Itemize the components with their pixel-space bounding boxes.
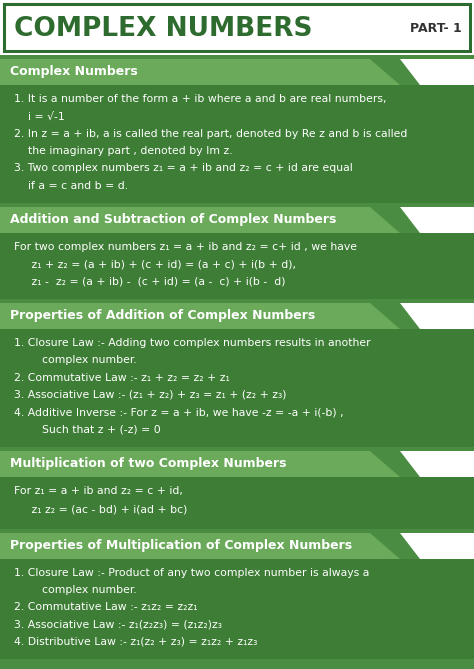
Bar xyxy=(0,303,474,329)
Text: Properties of Addition of Complex Numbers: Properties of Addition of Complex Number… xyxy=(10,310,315,322)
Text: Multiplication of two Complex Numbers: Multiplication of two Complex Numbers xyxy=(10,458,286,470)
Text: complex number.: complex number. xyxy=(14,355,137,365)
Bar xyxy=(0,203,474,207)
Bar xyxy=(0,529,474,533)
Text: Addition and Subtraction of Complex Numbers: Addition and Subtraction of Complex Numb… xyxy=(10,213,337,227)
Text: 2. In z = a + ib, a is called the real part, denoted by Re z and b is called: 2. In z = a + ib, a is called the real p… xyxy=(14,128,407,138)
Polygon shape xyxy=(370,207,474,233)
Text: z₁ -  z₂ = (a + ib) -  (c + id) = (a -  c) + i(b -  d): z₁ - z₂ = (a + ib) - (c + id) = (a - c) … xyxy=(14,277,285,287)
Text: 4. Distributive Law :- z₁(z₂ + z₃) = z₁z₂ + z₁z₃: 4. Distributive Law :- z₁(z₂ + z₃) = z₁z… xyxy=(14,637,257,647)
Bar xyxy=(0,329,474,447)
Bar xyxy=(0,85,474,203)
Text: 3. Associative Law :- z₁(z₂z₃) = (z₁z₂)z₃: 3. Associative Law :- z₁(z₂z₃) = (z₁z₂)z… xyxy=(14,619,222,630)
Polygon shape xyxy=(400,59,474,85)
Bar xyxy=(0,55,474,59)
Text: 3. Two complex numbers z₁ = a + ib and z₂ = c + id are equal: 3. Two complex numbers z₁ = a + ib and z… xyxy=(14,163,353,173)
Bar xyxy=(0,533,474,559)
Text: For two complex numbers z₁ = a + ib and z₂ = c+ id , we have: For two complex numbers z₁ = a + ib and … xyxy=(14,242,357,252)
Text: Such that z + (-z) = 0: Such that z + (-z) = 0 xyxy=(14,425,161,435)
Text: z₁ z₂ = (ac - bd) + i(ad + bc): z₁ z₂ = (ac - bd) + i(ad + bc) xyxy=(14,504,187,514)
Polygon shape xyxy=(400,207,474,233)
Bar xyxy=(0,207,474,233)
Text: if a = c and b = d.: if a = c and b = d. xyxy=(14,181,128,191)
Bar xyxy=(0,0,474,55)
Text: 1. Closure Law :- Adding two complex numbers results in another: 1. Closure Law :- Adding two complex num… xyxy=(14,338,371,348)
Text: For z₁ = a + ib and z₂ = c + id,: For z₁ = a + ib and z₂ = c + id, xyxy=(14,486,183,496)
Bar xyxy=(0,659,474,669)
Text: complex number.: complex number. xyxy=(14,585,137,595)
Bar xyxy=(0,447,474,451)
Bar xyxy=(4,4,470,51)
Polygon shape xyxy=(370,451,474,477)
Polygon shape xyxy=(370,59,474,85)
Bar xyxy=(0,451,474,477)
Text: 2. Commutative Law :- z₁z₂ = z₂z₁: 2. Commutative Law :- z₁z₂ = z₂z₁ xyxy=(14,602,198,612)
Bar xyxy=(0,559,474,659)
Polygon shape xyxy=(400,533,474,559)
Text: 1. Closure Law :- Product of any two complex number is always a: 1. Closure Law :- Product of any two com… xyxy=(14,568,369,578)
Bar xyxy=(0,59,474,85)
Polygon shape xyxy=(400,303,474,329)
Polygon shape xyxy=(370,303,474,329)
Text: COMPLEX NUMBERS: COMPLEX NUMBERS xyxy=(14,15,312,41)
Text: the imaginary part , denoted by Im z.: the imaginary part , denoted by Im z. xyxy=(14,146,233,156)
Text: Complex Numbers: Complex Numbers xyxy=(10,66,138,78)
Text: 4. Additive Inverse :- For z = a + ib, we have -z = -a + i(-b) ,: 4. Additive Inverse :- For z = a + ib, w… xyxy=(14,407,344,417)
Bar xyxy=(0,233,474,299)
Bar xyxy=(0,299,474,303)
Text: i = √-1: i = √-1 xyxy=(14,111,65,121)
Polygon shape xyxy=(370,533,474,559)
Bar xyxy=(0,477,474,529)
Text: z₁ + z₂ = (a + ib) + (c + id) = (a + c) + i(b + d),: z₁ + z₂ = (a + ib) + (c + id) = (a + c) … xyxy=(14,260,296,270)
Text: PART- 1: PART- 1 xyxy=(410,22,462,35)
Text: 2. Commutative Law :- z₁ + z₂ = z₂ + z₁: 2. Commutative Law :- z₁ + z₂ = z₂ + z₁ xyxy=(14,373,230,383)
Text: Properties of Multiplication of Complex Numbers: Properties of Multiplication of Complex … xyxy=(10,539,352,553)
Text: 3. Associative Law :- (z₁ + z₂) + z₃ = z₁ + (z₂ + z₃): 3. Associative Law :- (z₁ + z₂) + z₃ = z… xyxy=(14,390,286,400)
Polygon shape xyxy=(400,451,474,477)
Text: 1. It is a number of the form a + ib where a and b are real numbers,: 1. It is a number of the form a + ib whe… xyxy=(14,94,386,104)
